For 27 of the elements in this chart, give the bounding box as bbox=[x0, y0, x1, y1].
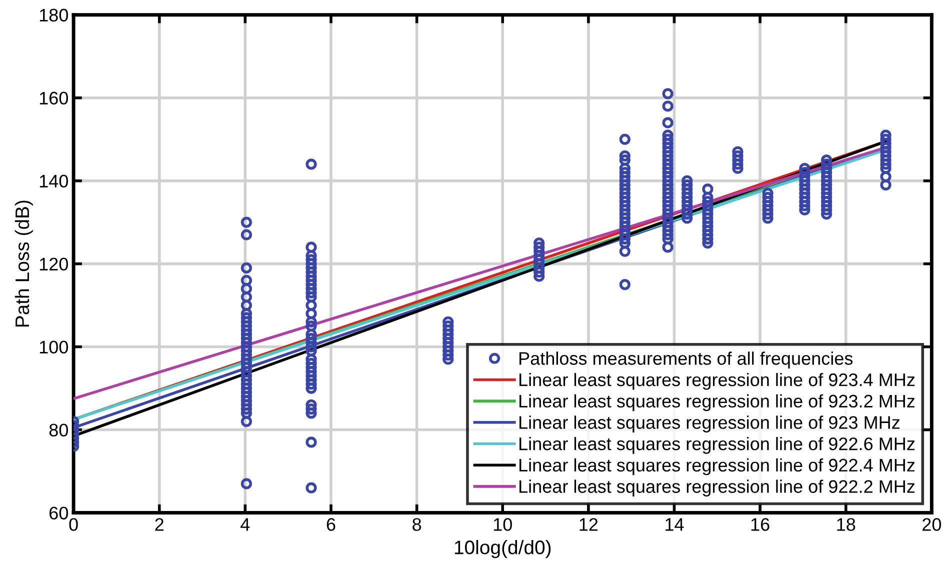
y-tick-label: 140 bbox=[40, 174, 68, 188]
legend-label: Linear least squares regression line of 923.4 MHz bbox=[520, 372, 915, 390]
x-tick-label: 4 bbox=[240, 518, 250, 531]
y-tick-label: 60 bbox=[50, 506, 68, 520]
x-tick-label: 0 bbox=[69, 518, 78, 531]
legend-label: Linear least squares regression line of 922.2 MHz bbox=[520, 480, 915, 497]
y-tick-label: 120 bbox=[40, 258, 68, 271]
x-tick-label: 20 bbox=[922, 518, 942, 531]
x-tick-label: 14 bbox=[666, 518, 684, 531]
y-tick-label: 160 bbox=[40, 92, 68, 105]
x-tick-label: 8 bbox=[412, 518, 422, 531]
legend-label: Linear least squares regression line of 922.4 MHz bbox=[520, 458, 915, 476]
x-axis-title: 10log(d/d0) bbox=[454, 540, 551, 558]
y-tick-label: 100 bbox=[40, 340, 68, 354]
legend-label: Linear least squares regression line of 923.2 MHz bbox=[520, 394, 915, 412]
x-tick-label: 10 bbox=[494, 518, 512, 531]
x-tick-label: 12 bbox=[580, 518, 598, 531]
legend-label: Linear least squares regression line of 923 MHz bbox=[520, 416, 900, 432]
y-tick-label: 180 bbox=[40, 8, 68, 22]
x-tick-label: 16 bbox=[751, 518, 770, 531]
legend-label: Pathloss measurements of all frequencies bbox=[520, 352, 853, 368]
x-tick-label: 2 bbox=[155, 518, 164, 531]
y-axis-title: Path Loss (dB) bbox=[14, 200, 34, 327]
x-tick-label: 18 bbox=[837, 518, 856, 531]
legend-label: Linear least squares regression line of 922.6 MHz bbox=[520, 436, 915, 454]
x-tick-label: 6 bbox=[326, 518, 336, 531]
y-tick-label: 80 bbox=[49, 424, 68, 436]
